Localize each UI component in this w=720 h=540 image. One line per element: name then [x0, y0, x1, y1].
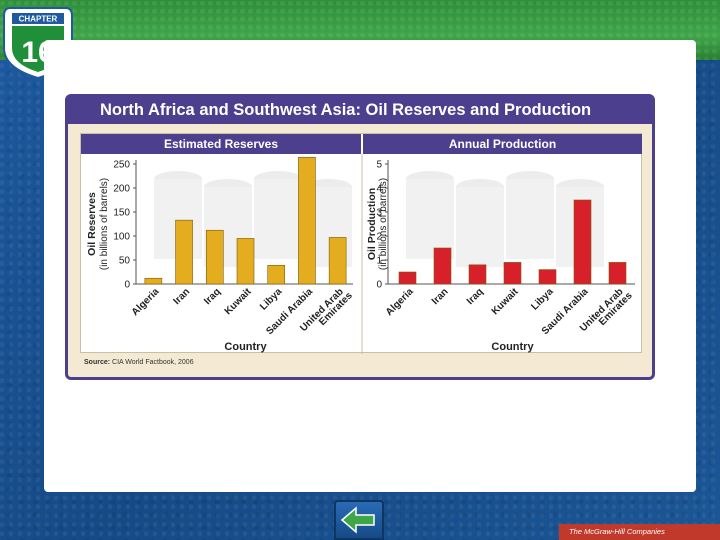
x-tick-label: Algeria — [384, 286, 416, 318]
source-text: CIA World Factbook, 2006 — [112, 359, 194, 366]
x-tick-label: Iraq — [465, 286, 486, 307]
y-tick-label: 200 — [113, 184, 130, 195]
reserves-panel-title: Estimated Reserves — [81, 134, 361, 154]
chart-title: North Africa and Southwest Asia: Oil Res… — [68, 97, 652, 124]
y-tick-label: 100 — [113, 232, 130, 243]
x-tick-label: Iran — [430, 286, 451, 307]
x-tick-label: Iran — [171, 286, 192, 307]
chart-area: Estimated Reserves Annual Production 0 50… — [80, 133, 642, 354]
x-axis-label: Country — [224, 341, 267, 353]
y-tick-label: 50 — [119, 256, 131, 267]
publisher-footer: The McGraw-Hill Companies — [559, 524, 720, 540]
bar — [468, 264, 487, 285]
x-tick-label: Libya — [258, 286, 285, 313]
back-button[interactable] — [334, 500, 384, 540]
y-axis-label: Oil Production — [366, 188, 378, 260]
oil-drum-icon — [406, 179, 454, 259]
x-tick-label: Iraq — [202, 286, 223, 307]
y-tick-label: 0 — [124, 280, 130, 291]
x-axis-label: Country — [491, 341, 534, 353]
bar — [205, 229, 224, 285]
bar — [236, 238, 255, 285]
back-arrow-icon — [340, 506, 375, 534]
bar — [267, 264, 286, 285]
y-tick-label: 1 — [376, 256, 382, 267]
oil-drum-icon — [456, 187, 504, 267]
bar — [608, 262, 627, 285]
production-panel-title: Annual Production — [363, 134, 642, 154]
y-tick-label: 4 — [376, 184, 382, 195]
bar — [573, 199, 592, 285]
y-tick-label: 150 — [113, 208, 130, 219]
x-tick-label: Algeria — [130, 286, 162, 318]
y-tick-label: 3 — [376, 208, 382, 219]
chapter-label: CHAPTER — [19, 15, 58, 24]
oil-drum-icon — [254, 179, 302, 259]
oil-drum-icon — [506, 179, 554, 259]
bar — [503, 262, 522, 285]
x-tick-label: Kuwait — [490, 286, 521, 317]
chart-card: North Africa and Southwest Asia: Oil Res… — [65, 94, 655, 380]
bar — [398, 271, 417, 285]
bar — [298, 156, 316, 285]
y-tick-label: 2 — [376, 232, 382, 243]
y-tick-label: 5 — [376, 160, 382, 171]
y-axis-label: Oil Reserves — [86, 192, 98, 256]
y-tick-label: 0 — [376, 280, 382, 291]
y-axis-units: (in billions of barrels) — [99, 178, 110, 270]
x-tick-label: Kuwait — [223, 286, 254, 317]
source-label: Source: — [84, 359, 111, 366]
y-axis-units: (in billions of barrels) — [378, 178, 389, 270]
bar — [433, 247, 452, 285]
bar — [144, 277, 163, 285]
source-note: Source: CIA World Factbook, 2006 — [84, 359, 194, 366]
bar — [175, 219, 193, 285]
y-tick-label: 250 — [113, 160, 130, 171]
bar — [538, 269, 557, 285]
bar — [328, 237, 347, 285]
x-tick-label: Libya — [529, 286, 556, 313]
